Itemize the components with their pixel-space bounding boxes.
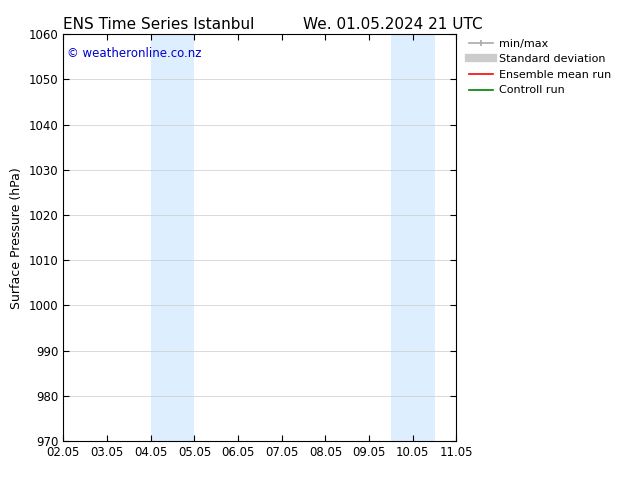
Legend: min/max, Standard deviation, Ensemble mean run, Controll run: min/max, Standard deviation, Ensemble me… (464, 34, 616, 100)
Text: ENS Time Series Istanbul: ENS Time Series Istanbul (63, 17, 254, 32)
Bar (172, 34, 195, 441)
Text: We. 01.05.2024 21 UTC: We. 01.05.2024 21 UTC (303, 17, 483, 32)
Y-axis label: Surface Pressure (hPa): Surface Pressure (hPa) (10, 167, 23, 309)
Bar (151, 34, 172, 441)
Bar (391, 34, 413, 441)
Bar (413, 34, 435, 441)
Text: © weatheronline.co.nz: © weatheronline.co.nz (67, 47, 202, 59)
